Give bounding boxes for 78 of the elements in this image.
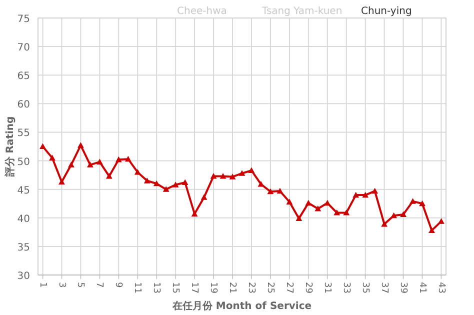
point	[372, 188, 378, 194]
text: Chun-ying	[361, 6, 412, 17]
point	[286, 198, 293, 204]
x-tick-label: 15	[170, 282, 180, 294]
y-tick-label: 60	[17, 100, 30, 111]
point	[134, 169, 141, 175]
point	[428, 227, 435, 234]
x-tick-label: 7	[94, 282, 104, 288]
y-tick-label: 75	[17, 14, 30, 25]
point	[40, 143, 46, 150]
x-axis-title: 在任月份 Month of Service	[171, 300, 312, 312]
point	[200, 194, 208, 200]
y-tick-label: 50	[17, 156, 30, 168]
point	[314, 206, 322, 212]
y-tick-label: 40	[17, 214, 30, 225]
x-tick-label: 5	[75, 282, 86, 288]
point	[343, 210, 350, 216]
x-tick-label: 27	[284, 282, 294, 294]
y-tick-label: 55	[17, 128, 30, 140]
point	[438, 218, 444, 224]
point	[191, 210, 198, 216]
y-tick-label: 65	[17, 71, 30, 82]
x-tick-label: 13	[151, 282, 162, 294]
x-tick-label: 17	[189, 282, 200, 294]
point	[86, 162, 94, 168]
x-tick-label: 41	[416, 282, 427, 294]
point	[229, 174, 236, 180]
point	[362, 192, 369, 198]
x-tick-label: 43	[436, 282, 446, 294]
x-tick-label: 25	[264, 282, 276, 294]
point	[58, 178, 65, 184]
point	[78, 142, 84, 148]
point	[334, 210, 340, 216]
x-tick-label: 21	[227, 282, 238, 294]
point	[238, 170, 246, 176]
point	[220, 173, 226, 179]
point	[296, 215, 302, 222]
x-tick-label: 11	[132, 282, 142, 294]
point	[172, 182, 179, 188]
x-tick-label: 1	[37, 282, 48, 288]
point	[153, 180, 160, 186]
x-tick-label: 9	[113, 282, 124, 288]
point	[258, 180, 264, 187]
y-axis-title: 評分 Rating	[4, 116, 16, 178]
point	[276, 188, 284, 194]
point	[305, 200, 312, 206]
point	[267, 188, 274, 194]
point	[106, 173, 112, 179]
point	[182, 179, 188, 186]
x-tick-label: 33	[340, 282, 351, 294]
point	[68, 162, 74, 168]
point	[49, 154, 56, 160]
x-tick-label: 23	[246, 282, 256, 294]
y-tick-label: 70	[17, 42, 30, 54]
point	[324, 200, 331, 206]
point	[162, 186, 170, 192]
x-tick-label: 37	[378, 282, 389, 294]
x-tick-label: 3	[56, 282, 66, 288]
point	[390, 212, 398, 218]
x-tick-label: 39	[398, 282, 408, 294]
x-tick-label: 19	[208, 282, 218, 294]
x-tick-label: 31	[322, 282, 332, 294]
point	[410, 198, 416, 204]
point	[96, 158, 103, 164]
x-tick-label: 29	[302, 282, 313, 294]
point	[115, 156, 122, 162]
x-tick-label: 35	[360, 282, 370, 294]
point	[124, 156, 132, 162]
y-tick-label: 30	[17, 271, 30, 282]
point	[381, 220, 388, 227]
point	[144, 178, 150, 184]
point	[400, 211, 406, 218]
point	[419, 200, 426, 206]
point	[352, 192, 360, 198]
y-tick-label: 35	[17, 242, 30, 254]
point	[248, 167, 255, 174]
point	[210, 173, 217, 179]
y-tick-label: 45	[17, 185, 30, 196]
